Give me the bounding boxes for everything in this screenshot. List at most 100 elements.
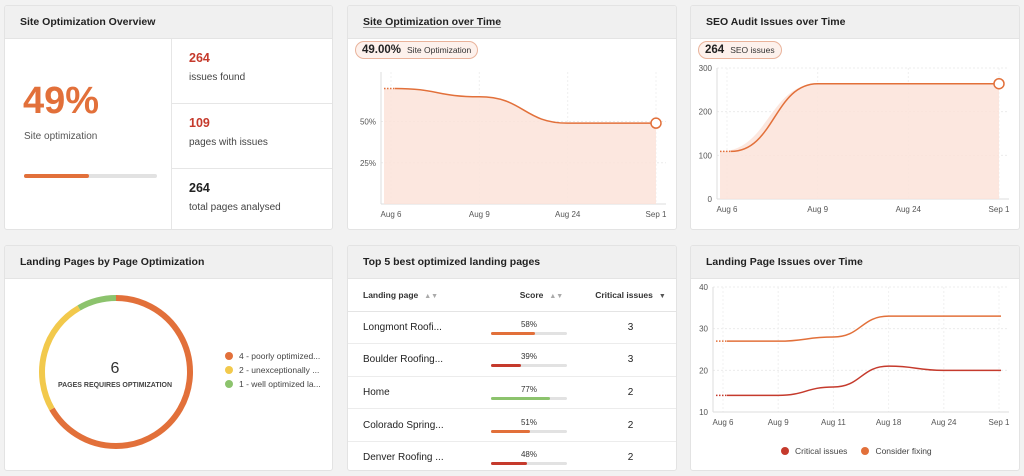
card-title: SEO Audit Issues over Time: [706, 16, 846, 28]
legend-label: 4 - poorly optimized...: [239, 351, 321, 361]
card-header: Landing Pages by Page Optimization: [5, 246, 332, 279]
seo-issues-chart: 0 100 200 300 Aug 6 Aug 9 Aug 24 Sep 1: [699, 64, 1010, 214]
series-line-value: [730, 82, 999, 153]
column-header-critical-issues[interactable]: Critical issues ▼: [585, 280, 676, 312]
legend-label: Critical issues: [795, 446, 848, 456]
card-header: Top 5 best optimized landing pages: [348, 246, 676, 279]
site-optimization-badge: 49.00% Site Optimization: [355, 41, 479, 59]
x-tick-label: Sep 1: [989, 205, 1010, 214]
divider: [171, 39, 172, 229]
critical-issues-count: 3: [585, 343, 676, 377]
donut-slice[interactable]: [39, 305, 81, 411]
landing-pages-table: Landing page ▲▼ Score ▲▼ Critical issues ▼ …: [348, 280, 676, 470]
x-tick-label: Aug 24: [555, 210, 581, 219]
badge-value: 49.00%: [362, 44, 402, 56]
card-title: Site Optimization Overview: [20, 16, 156, 28]
site-optimization-overview-card: Site Optimization Overview 49% Site opti…: [4, 5, 333, 230]
score-cell: 58%: [473, 311, 585, 345]
table-row[interactable]: Home 77% 2: [348, 376, 676, 410]
score-cell: 77%: [473, 376, 585, 410]
donut-slice[interactable]: [49, 295, 193, 449]
site-optimization-percent: 49%: [23, 80, 100, 122]
legend-item[interactable]: 1 - well optimized la...: [225, 377, 321, 391]
y-tick-label: 0: [708, 195, 713, 204]
critical-issues-count: 2: [585, 376, 676, 410]
table-row[interactable]: Colorado Spring... 51% 2: [348, 408, 676, 442]
badge-label: SEO issues: [730, 45, 775, 55]
end-point-marker[interactable]: [650, 117, 662, 129]
sort-desc-icon[interactable]: ▼: [658, 293, 666, 301]
legend-dot-icon: [781, 447, 789, 455]
seo-audit-issues-card: SEO Audit Issues over Time 264 SEO issue…: [690, 5, 1020, 230]
sort-icon[interactable]: ▲▼: [549, 293, 564, 301]
landing-page-name[interactable]: Longmont Roofi...: [348, 311, 473, 345]
x-tick-label: Aug 6: [717, 205, 738, 214]
critical-issues-count: 3: [585, 311, 676, 345]
x-tick-label: Aug 24: [896, 205, 922, 214]
donut-center-value: 6: [111, 360, 120, 377]
critical-issues-count: 2: [627, 452, 634, 464]
table-row[interactable]: Longmont Roofi... 58% 3: [348, 311, 676, 345]
table-row[interactable]: Denver Roofing ... 48% 2: [348, 441, 676, 470]
score-bar: [491, 364, 567, 368]
x-tick-label: Aug 6: [381, 210, 402, 219]
optimization-donut-chart: 6 PAGES REQUIRES OPTIMIZATION: [39, 295, 193, 449]
x-tick-label: Aug 24: [931, 418, 957, 427]
landing-page-name[interactable]: Home: [348, 376, 473, 410]
column-header-score[interactable]: Score ▲▼: [473, 280, 585, 312]
legend-item[interactable]: 4 - poorly optimized...: [225, 349, 321, 363]
y-tick-label: 300: [699, 64, 713, 73]
score-bar-fill: [491, 429, 530, 433]
x-tick-label: Aug 9: [469, 210, 490, 219]
donut-slice[interactable]: [77, 295, 117, 311]
y-tick-label: 40: [699, 283, 708, 292]
card-header: Site Optimization over Time: [348, 6, 676, 39]
table-header-row: Landing page ▲▼ Score ▲▼ Critical issues ▼: [348, 280, 676, 312]
score-percent: 58%: [520, 319, 537, 329]
score-percent: 39%: [520, 352, 537, 362]
landing-page-name[interactable]: Boulder Roofing...: [348, 343, 473, 377]
score-percent: 77%: [520, 384, 537, 394]
landing-page-name[interactable]: Denver Roofing ...: [363, 452, 444, 464]
legend-dot-icon: [225, 380, 233, 388]
score-bar-fill: [491, 331, 536, 335]
score-cell: 51%: [473, 408, 585, 442]
stat-label: issues found: [189, 72, 246, 83]
end-point-marker[interactable]: [993, 77, 1005, 90]
x-tick-label: Aug 18: [876, 418, 902, 427]
sort-icon[interactable]: ▲▼: [424, 293, 439, 301]
series-line-critical-issues: [727, 365, 1001, 397]
badge-value: 264: [705, 44, 725, 56]
score-bar: [491, 462, 567, 466]
legend-item[interactable]: Consider fixing: [861, 444, 932, 458]
series-line-consider-fixing: [727, 315, 1001, 342]
y-tick-label: 30: [699, 325, 708, 334]
site-optimization-label: Site optimization: [24, 131, 98, 142]
stat-value: 264: [189, 51, 210, 65]
score-bar: [491, 396, 567, 400]
x-tick-label: Sep 1: [646, 210, 667, 219]
score-percent: 48%: [520, 450, 537, 460]
stat-total-pages[interactable]: 264 total pages analysed: [172, 169, 332, 229]
column-header-landing-page[interactable]: Landing page ▲▼: [348, 280, 473, 312]
series-area: [384, 88, 656, 204]
y-tick-label: 200: [699, 108, 713, 117]
card-title: Top 5 best optimized landing pages: [363, 256, 541, 268]
legend-item[interactable]: 2 - unexceptionally ...: [225, 363, 321, 377]
stat-pages-with-issues[interactable]: 109 pages with issues: [172, 104, 332, 169]
donut-center-label: PAGES REQUIRES OPTIMIZATION: [58, 382, 172, 389]
legend-dot-icon: [861, 447, 870, 455]
x-tick-label: Sep 1: [989, 418, 1010, 427]
stat-issues-found[interactable]: 264 issues found: [172, 39, 332, 104]
landing-pages-optimization-card: Landing Pages by Page Optimization 6 PAGE…: [4, 245, 333, 471]
badge-label: Site Optimization: [407, 45, 472, 55]
legend-label: 1 - well optimized la...: [239, 379, 321, 389]
card-header: SEO Audit Issues over Time: [691, 6, 1019, 39]
card-title-link[interactable]: Site Optimization over Time: [363, 16, 502, 28]
legend-label: 2 - unexceptionally ...: [239, 365, 320, 375]
score-bar: [491, 429, 567, 433]
landing-page-name[interactable]: Colorado Spring...: [348, 408, 473, 442]
legend-dot-icon: [225, 352, 233, 360]
legend-item[interactable]: Critical issues: [781, 444, 847, 458]
table-row[interactable]: Boulder Roofing... 39% 3: [348, 343, 676, 377]
